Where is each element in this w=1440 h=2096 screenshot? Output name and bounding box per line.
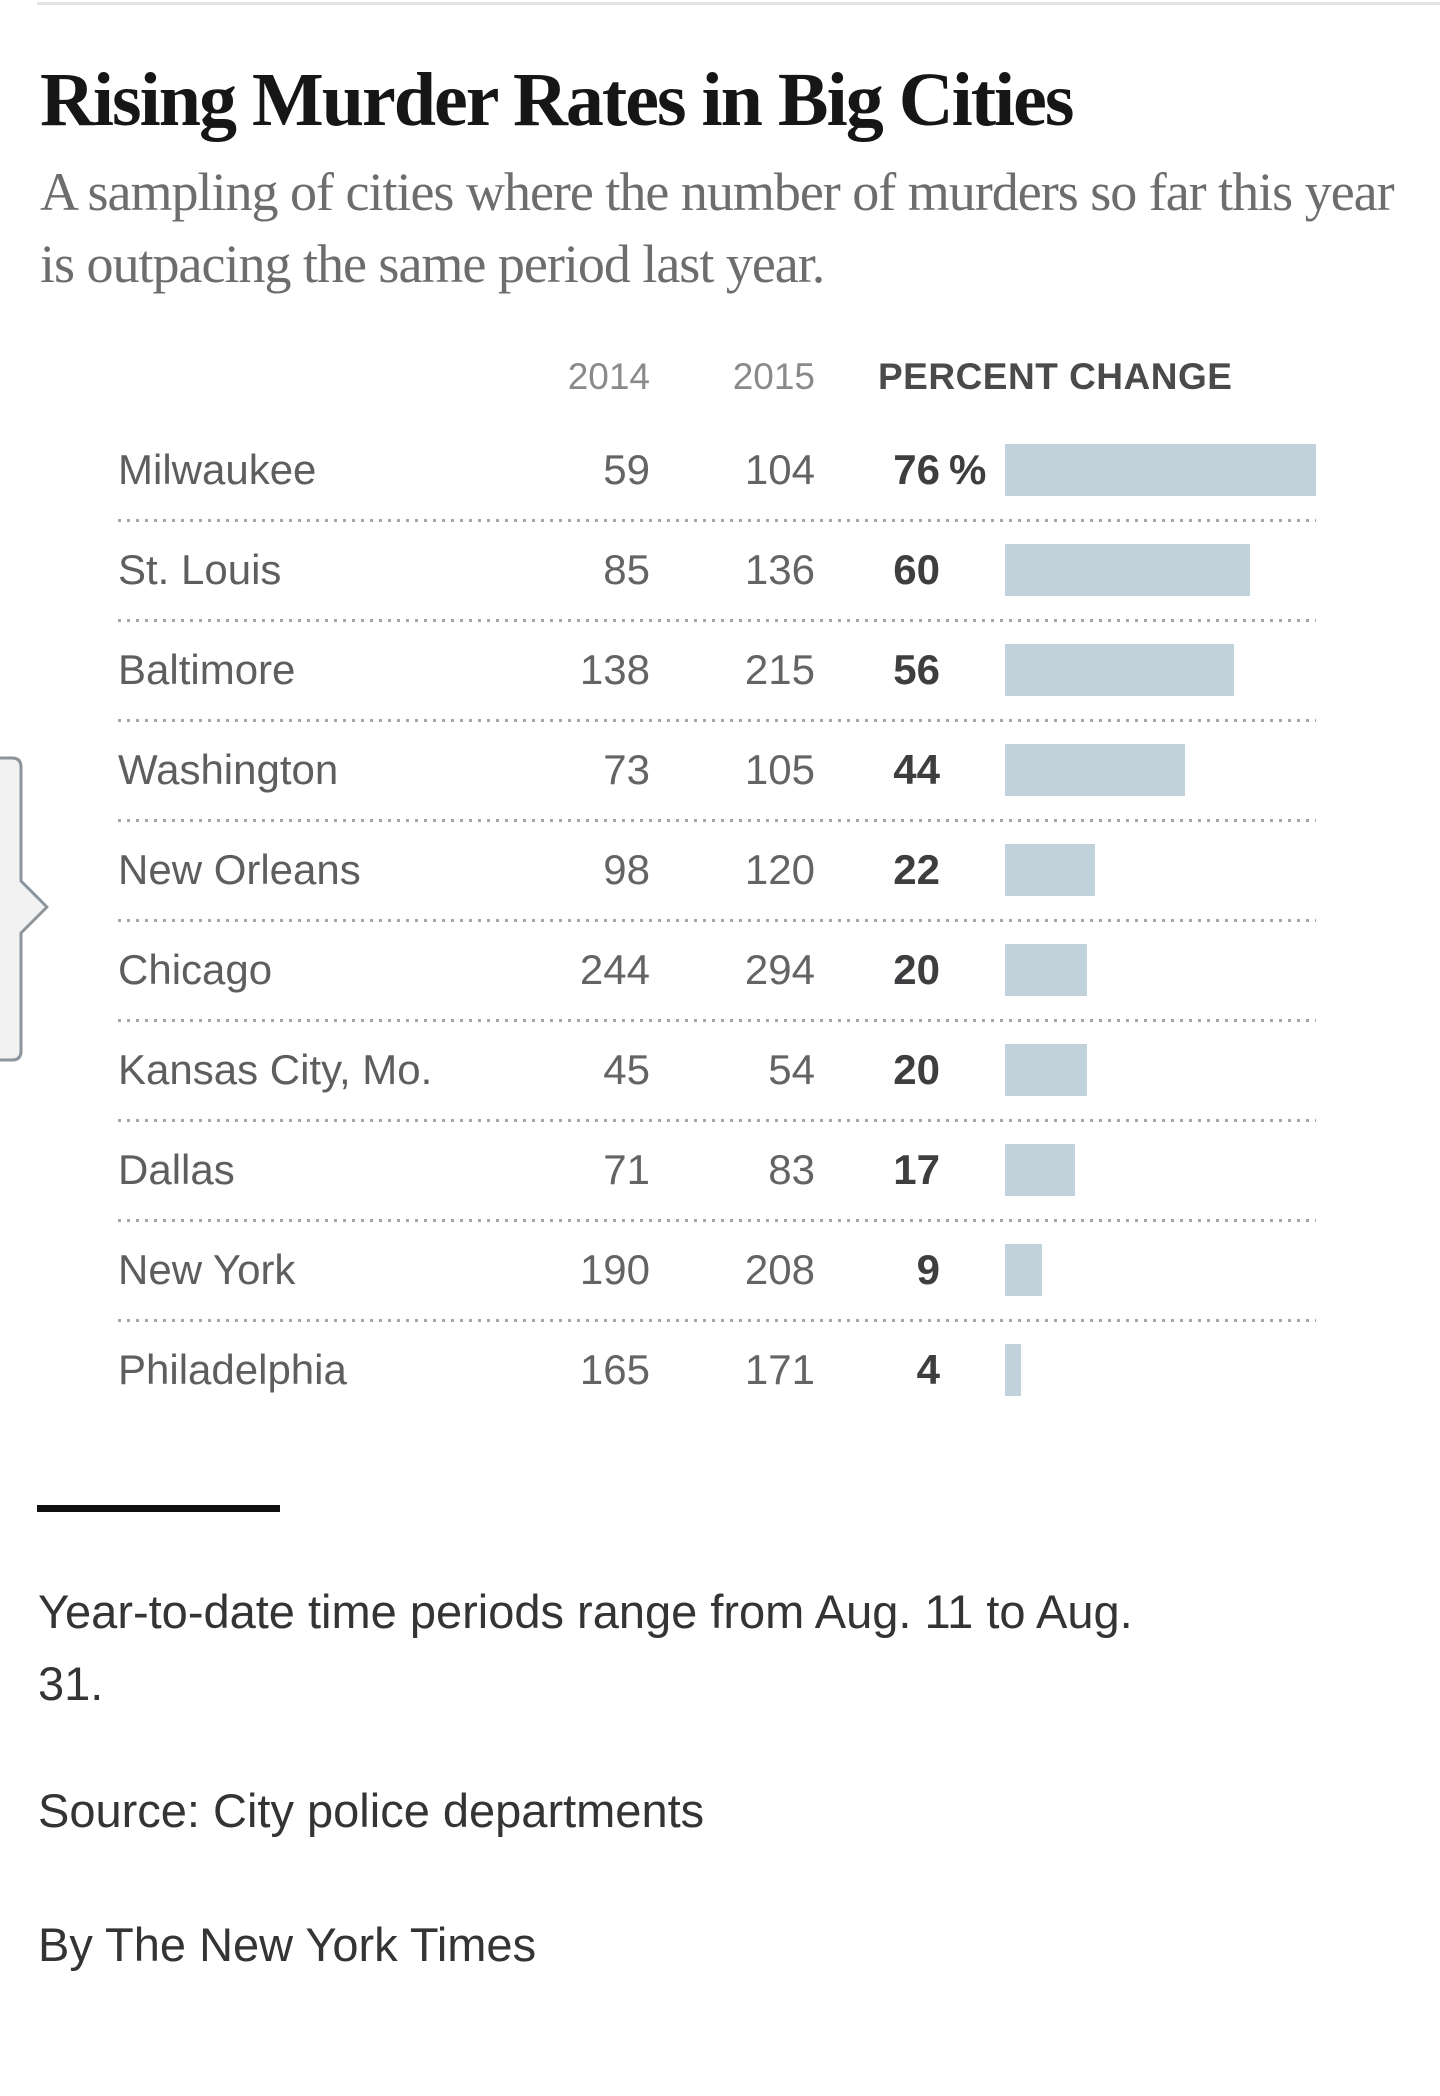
value-2014: 165 — [579, 1346, 650, 1393]
value-2015: 104 — [744, 446, 815, 493]
row-separator — [118, 1319, 1316, 1322]
chart-title: Rising Murder Rates in Big Cities — [40, 58, 1074, 142]
percent-bar — [1005, 1144, 1075, 1196]
table-row: Kansas City, Mo. 45 54 20 — [118, 1020, 1440, 1122]
value-2014: 190 — [579, 1246, 650, 1293]
percent-change-value: 17 — [893, 1146, 940, 1193]
value-2014: 138 — [579, 646, 650, 693]
footnote-line: Year-to-date time periods range from Aug… — [38, 1585, 1133, 1638]
value-2014: 59 — [603, 446, 650, 493]
value-2015: 105 — [744, 746, 815, 793]
table-body: Milwaukee 59 104 76% St. Louis 85 136 60… — [118, 420, 1440, 1420]
percent-change-value: 44 — [893, 746, 940, 793]
value-2014: 73 — [603, 746, 650, 793]
row-separator — [118, 619, 1316, 622]
row-separator — [118, 1219, 1316, 1222]
top-divider — [37, 2, 1440, 5]
source-credit: Source: City police departments — [38, 1784, 705, 1837]
percent-change-value: 76% — [893, 446, 987, 493]
percent-bar-cell — [940, 444, 1440, 496]
percent-bar-cell — [940, 1344, 1440, 1396]
table-header: 2014 2015 PERCENT CHANGE — [118, 350, 1440, 398]
chevron-right-icon — [0, 756, 49, 1062]
percent-bar — [1005, 744, 1185, 796]
value-2015: 215 — [744, 646, 815, 693]
percent-sign: % — [949, 446, 987, 493]
column-header-percent-change: PERCENT CHANGE — [878, 356, 1233, 397]
city-label: New York — [118, 1246, 296, 1293]
value-2015: 136 — [744, 546, 815, 593]
city-label: Chicago — [118, 946, 273, 993]
percent-bar-cell — [940, 544, 1440, 596]
percent-bar-cell — [940, 844, 1440, 896]
percent-bar — [1005, 1044, 1087, 1096]
table-row: Chicago 244 294 20 — [118, 920, 1440, 1022]
percent-bar-cell — [940, 644, 1440, 696]
city-label: Milwaukee — [118, 446, 317, 493]
value-2015: 208 — [744, 1246, 815, 1293]
percent-bar-cell — [940, 1244, 1440, 1296]
value-2015: 83 — [768, 1146, 815, 1193]
column-header-2014: 2014 — [567, 356, 650, 397]
city-label: St. Louis — [118, 546, 282, 593]
byline: By The New York Times — [38, 1918, 537, 1971]
percent-change-value: 56 — [893, 646, 940, 693]
table-row: New York 190 208 9 — [118, 1220, 1440, 1322]
row-separator — [118, 919, 1316, 922]
footnote-line: 31. — [38, 1657, 104, 1710]
table-row: Philadelphia 165 171 4 — [118, 1320, 1440, 1420]
value-2014: 98 — [603, 846, 650, 893]
table-row: Dallas 71 83 17 — [118, 1120, 1440, 1222]
table-row: New Orleans 98 120 22 — [118, 820, 1440, 922]
city-label: Philadelphia — [118, 1346, 347, 1393]
city-label: Kansas City, Mo. — [118, 1046, 433, 1093]
percent-bar-cell — [940, 944, 1440, 996]
slide-panel-handle[interactable] — [0, 756, 52, 1064]
percent-bar — [1005, 644, 1234, 696]
percent-change-value: 9 — [916, 1246, 940, 1293]
value-2015: 54 — [768, 1046, 815, 1093]
percent-bar — [1005, 444, 1316, 496]
percent-change-value: 20 — [893, 946, 940, 993]
value-2015: 120 — [744, 846, 815, 893]
value-2014: 85 — [603, 546, 650, 593]
percent-bar — [1005, 1244, 1042, 1296]
percent-change-value: 22 — [893, 846, 940, 893]
percent-bar — [1005, 844, 1095, 896]
footnote-rule — [37, 1505, 280, 1512]
percent-bar — [1005, 1344, 1021, 1396]
table-row: Milwaukee 59 104 76% — [118, 420, 1440, 522]
table-row: Washington 73 105 44 — [118, 720, 1440, 822]
value-2015: 171 — [744, 1346, 815, 1393]
row-separator — [118, 519, 1316, 522]
percent-bar-cell — [940, 744, 1440, 796]
column-header-2015: 2015 — [732, 356, 815, 397]
city-label: Baltimore — [118, 646, 296, 693]
value-2015: 294 — [744, 946, 815, 993]
table-row: Baltimore 138 215 56 — [118, 620, 1440, 722]
percent-bar-cell — [940, 1144, 1440, 1196]
percent-change-value: 4 — [916, 1346, 940, 1393]
value-2014: 71 — [603, 1146, 650, 1193]
row-separator — [118, 719, 1316, 722]
footnote: Year-to-date time periods range from Aug… — [38, 1576, 1438, 1720]
chart-subtitle: A sampling of cities where the number of… — [40, 162, 1395, 294]
percent-bar — [1005, 944, 1087, 996]
percent-bar-cell — [940, 1044, 1440, 1096]
percent-change-value: 60 — [893, 546, 940, 593]
city-label: Washington — [118, 746, 339, 793]
row-separator — [118, 819, 1316, 822]
row-separator — [118, 1019, 1316, 1022]
table-row: St. Louis 85 136 60 — [118, 520, 1440, 622]
city-label: New Orleans — [118, 846, 361, 893]
value-2014: 244 — [579, 946, 650, 993]
value-2014: 45 — [603, 1046, 650, 1093]
percent-bar — [1005, 544, 1250, 596]
city-label: Dallas — [118, 1146, 235, 1193]
percent-change-value: 20 — [893, 1046, 940, 1093]
row-separator — [118, 1119, 1316, 1122]
